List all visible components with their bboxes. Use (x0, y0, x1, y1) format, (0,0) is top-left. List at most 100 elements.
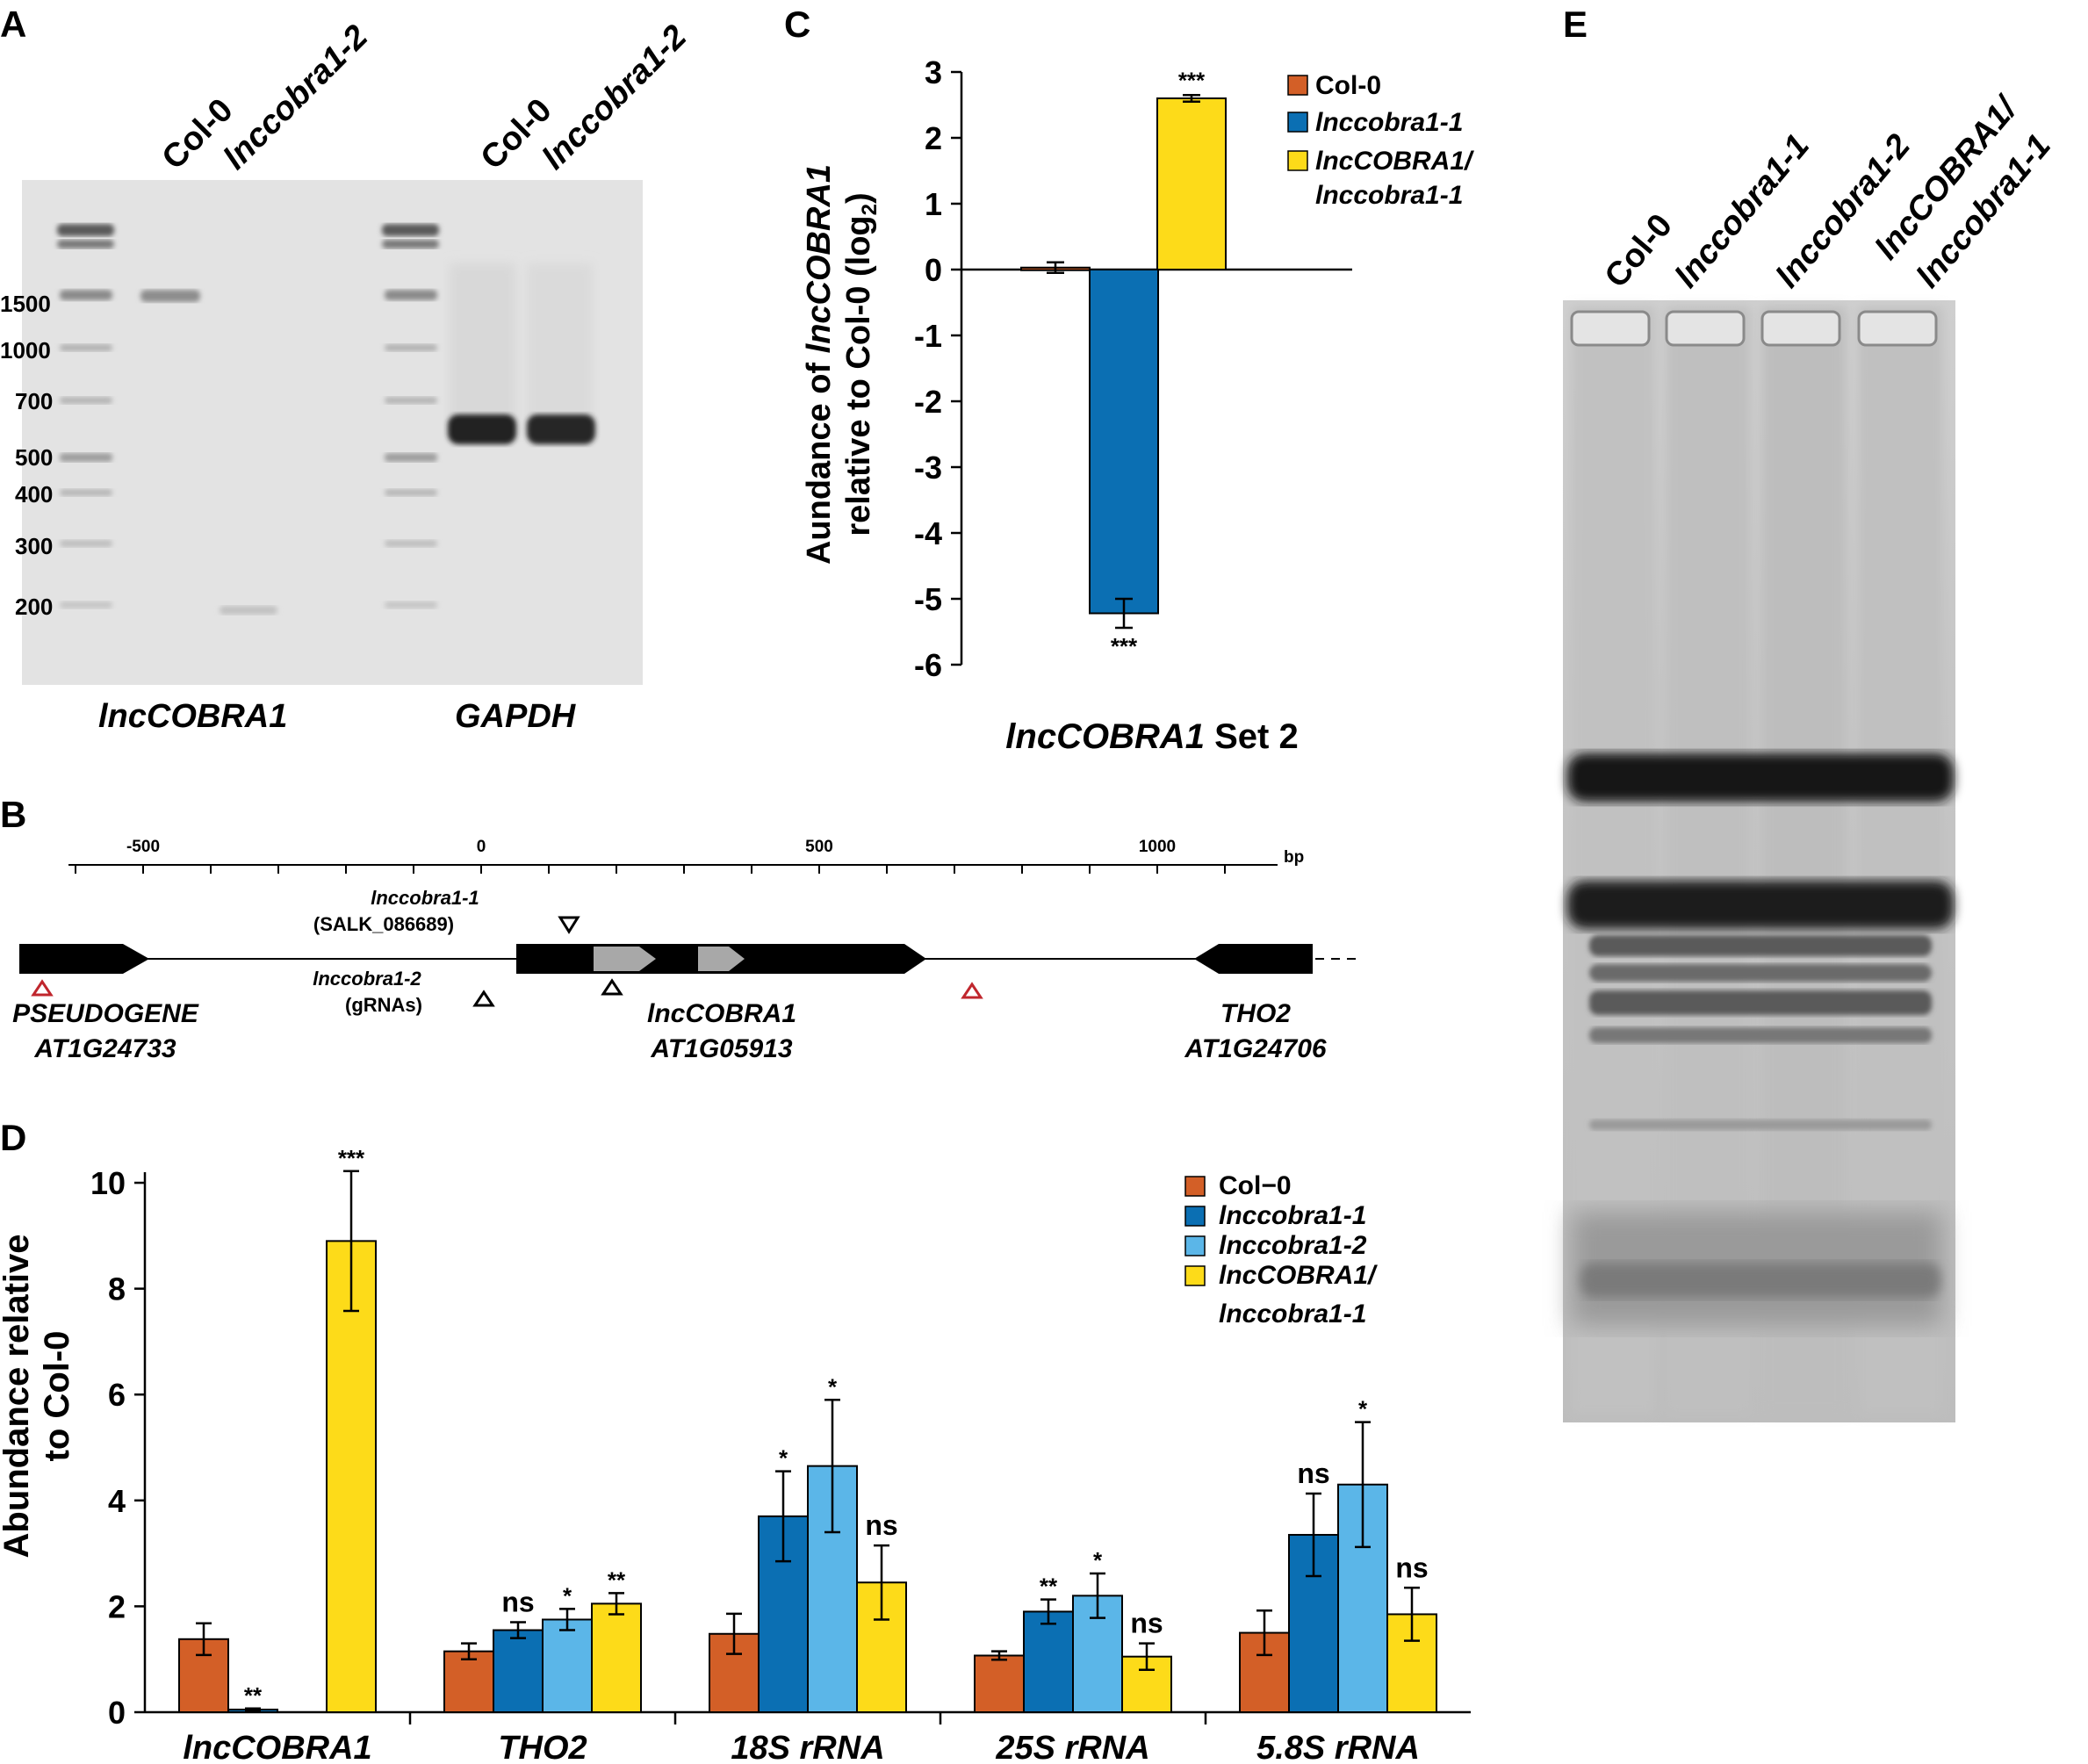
c-x-axis-label: lncCOBRA1 Set 2 (1005, 717, 1298, 756)
d-legend-comp-line2: lnccobra1-1 (1219, 1300, 1366, 1328)
c-legend-mut: lnccobra1-1 (1315, 108, 1463, 137)
panel-letter-a: A (0, 4, 26, 45)
d-x-tick-label-18s-rrna: 18S rRNA (731, 1730, 884, 1764)
ladder-labels: 1500 1000 700 500 400 300 200 (0, 291, 53, 620)
panel-a: A (0, 4, 694, 735)
b-gene-right-name: THO2 (1220, 999, 1291, 1028)
b-mut1-sub: (SALK_086689) (313, 913, 454, 935)
band-lnccobra1-col0 (140, 290, 200, 302)
gel-e-band-3 (1589, 935, 1932, 956)
d-significance-label: * (563, 1582, 572, 1609)
d-significance-label: *** (338, 1145, 365, 1171)
b-tick-neg500: -500 (126, 838, 160, 856)
gel-e-band-5-8s (1580, 1263, 1940, 1298)
d-significance-label: ns (501, 1587, 534, 1618)
c-bars: *** *** (1020, 67, 1227, 659)
lane-labels-a: Col-0 lnccobra1-2 Col-0 lnccobra1-2 (155, 18, 695, 177)
e-lane-label-col0: Col-0 (1598, 207, 1680, 295)
d-bar-tho2-lnccobra1-1 (493, 1629, 544, 1713)
d-x-tick-label-tho2: THO2 (498, 1730, 587, 1764)
c-legend-swatch-mut (1287, 112, 1308, 133)
d-significance-label: * (1358, 1396, 1368, 1422)
gene-label-lnccobra1: lncCOBRA1 (98, 698, 287, 735)
lane-label-col0-2: Col-0 (474, 91, 559, 176)
c-legend: Col-0 lnccobra1-1 lncCOBRA1/ lnccobra1-1 (1287, 71, 1474, 210)
ladder-left (57, 224, 114, 608)
d-significance-label: ** (244, 1682, 263, 1709)
d-x-tick-label-5-8s-rrna: 5.8S rRNA (1256, 1730, 1420, 1764)
b-mut2-name: lnccobra1-2 (313, 968, 421, 990)
c-y-tick-label-2: 2 (925, 120, 942, 156)
d-bar-tho2-lnccobra1-2 (542, 1618, 593, 1714)
c-significance-label: *** (1178, 67, 1206, 93)
ladder-label-500: 500 (15, 444, 53, 471)
d-y-tick-label-8: 8 (108, 1271, 126, 1307)
gel-e-band-25s (1567, 753, 1954, 802)
panel-d: D Abundance relative to Col-0 0 2 4 6 8 10 lnc… (0, 1117, 1471, 1764)
d-bar-25s-rrna-col-0 (974, 1654, 1025, 1714)
d-x-tick-label-25s-rrna: 25S rRNA (995, 1730, 1149, 1764)
d-significance-label: ** (1040, 1573, 1058, 1600)
d-significance-label: * (779, 1445, 788, 1472)
d-legend: Col−0 lnccobra1-1 lnccobra1-2 lncCOBRA1/… (1184, 1171, 1378, 1328)
b-marker-red2-icon (961, 982, 983, 999)
d-y-tick-label-10: 10 (90, 1165, 126, 1201)
c-y-tick-label-1: 1 (925, 186, 942, 222)
d-significance-label: ** (608, 1566, 626, 1593)
panel-letter-b: B (0, 794, 26, 835)
gene-label-gapdh: GAPDH (455, 698, 577, 735)
c-y-tick-label-4: -4 (914, 515, 942, 551)
band-gapdh-mutant (527, 414, 595, 444)
gel-e-band-6 (1589, 1027, 1932, 1043)
d-legend-swatch-col0 (1184, 1176, 1206, 1197)
lane-label-col0-1: Col-0 (155, 91, 241, 176)
c-y-tick-label-6: -6 (914, 647, 942, 683)
band-lnccobra1-mutant (220, 606, 277, 615)
d-significance-label: ns (865, 1509, 897, 1541)
ladder-right (382, 224, 439, 608)
lane-label-mut-1: lnccobra1-2 (217, 18, 376, 177)
c-y-tick-label-0: 0 (925, 252, 942, 288)
d-bar-lnccobra1-lnccobra1-lnccobra1-1 (326, 1240, 377, 1713)
lane-label-mut-2: lnccobra1-2 (536, 18, 695, 177)
c-y-axis-label-line2: relative to Col-0 (log2) (840, 192, 882, 536)
ladder-label-400: 400 (15, 481, 53, 508)
lane-labels-e: Col-0 lnccobra1-1 lnccobra1-2 lncCOBRA1/… (1598, 89, 2058, 295)
d-bar-5-8s-rrna-lnccobra1-2 (1337, 1483, 1388, 1714)
d-bar-25s-rrna-lnccobra1-1 (1023, 1610, 1074, 1713)
b-exon-1 (594, 947, 656, 971)
b-gene-right-id: AT1G24706 (1184, 1034, 1327, 1063)
panel-c: C Aundance of lncCOBRA1 relative to Col-… (784, 4, 1474, 756)
b-gene-mid-name: lncCOBRA1 (647, 999, 796, 1028)
c-bar-lnccobra1-lnccobra1-1 (1156, 97, 1227, 270)
d-legend-swatch-comp (1184, 1265, 1206, 1286)
c-legend-swatch-comp (1287, 150, 1308, 171)
d-y-tick-label-4: 4 (108, 1483, 126, 1519)
b-marker-grna1-icon (472, 990, 495, 1007)
gel-e-band-18s (1567, 881, 1954, 929)
d-y-tick-label-2: 2 (108, 1588, 126, 1624)
b-ruler (68, 864, 1278, 874)
d-significance-label: ns (1395, 1552, 1428, 1583)
d-bar-tho2-lnccobra1-lnccobra1-1 (591, 1602, 642, 1714)
c-legend-swatch-col0 (1287, 75, 1308, 96)
b-mut1-name: lnccobra1-1 (371, 887, 479, 909)
c-legend-comp-line2: lnccobra1-1 (1315, 181, 1463, 210)
c-legend-col0: Col-0 (1315, 71, 1381, 100)
gel-e-band-5 (1589, 990, 1932, 1015)
d-y-axis-label-line1: Abundance relative (0, 1234, 36, 1558)
c-y-tick-label-3: -3 (914, 450, 942, 486)
b-gene-pseudogene (19, 944, 149, 974)
c-y-tick-label-1: -1 (914, 318, 942, 354)
panel-letter-c: C (784, 4, 810, 45)
b-gene-mid-id: AT1G05913 (650, 1034, 793, 1063)
c-y-tick-label-3: 3 (925, 54, 942, 90)
ladder-label-200: 200 (15, 594, 53, 620)
panel-e: E Col-0 lnccobra1-1 lnccobra1-2 lncCOBRA… (1563, 4, 2058, 1422)
d-legend-mut1: lnccobra1-1 (1219, 1201, 1366, 1230)
smear-gapdh-mutant (527, 263, 593, 430)
b-tick-500: 500 (805, 838, 833, 856)
c-legend-comp-line1: lncCOBRA1/ (1315, 147, 1474, 176)
